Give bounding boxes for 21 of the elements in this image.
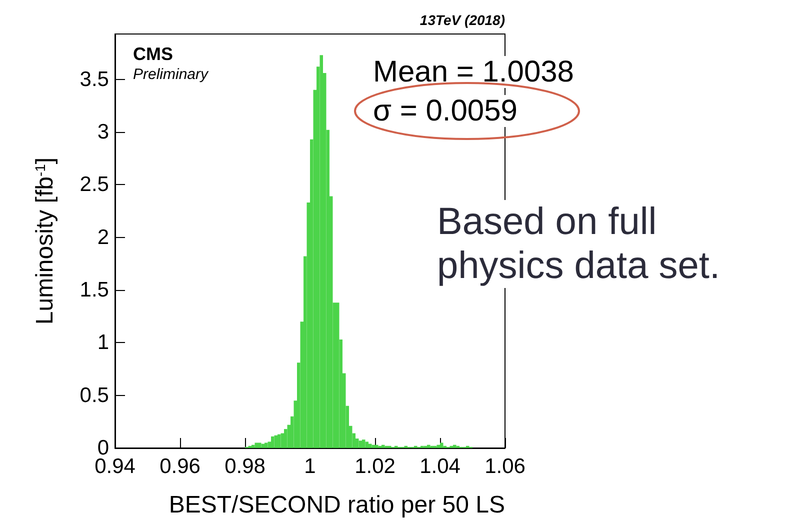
y-tick-label: 3 (97, 120, 109, 144)
x-tick-label: 1.06 (484, 455, 526, 478)
y-tick-label: 1 (97, 331, 109, 354)
text: 13TeV (2018) (420, 12, 506, 28)
x-axis-title: BEST/SECOND ratio per 50 LS (168, 492, 505, 518)
y-tick-label: 1.5 (80, 278, 109, 302)
x-tick-label: 1 (304, 455, 316, 478)
y-tick-label: 0.5 (80, 384, 109, 407)
annotation: σ = 0.0059 (373, 94, 518, 128)
y-tick-label: 2 (97, 226, 109, 249)
x-tick-label: 0.98 (224, 455, 266, 478)
x-tick-label: 1.04 (420, 455, 461, 478)
annotation: Preliminary (133, 66, 210, 83)
y-tick-label: 2.5 (80, 173, 109, 196)
annotation: Mean = 1.0038 (373, 56, 574, 88)
x-tick-label: 1.02 (354, 455, 396, 478)
annotation: Based on full physics data set. (437, 201, 720, 287)
x-tick-label: 0.96 (160, 455, 200, 478)
y-axis-title: Luminosity [fb-1] (32, 157, 58, 325)
y-tick-label: 3.5 (80, 68, 109, 91)
annotation: CMS (133, 44, 173, 64)
